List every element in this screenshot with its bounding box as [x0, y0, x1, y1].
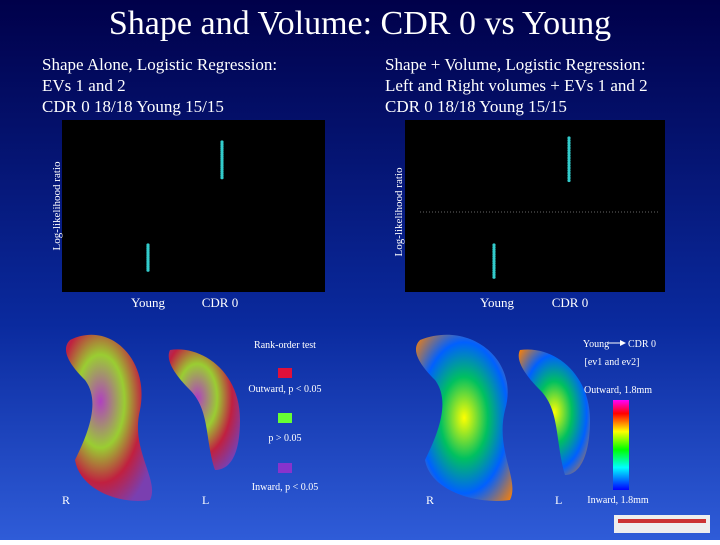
- subtitle-line: Left and Right volumes + EVs 1 and 2: [385, 76, 648, 95]
- scatter-dots: [146, 136, 571, 279]
- brain-image: [415, 334, 513, 501]
- legend-swatch: [278, 413, 292, 423]
- scatter-dot: [492, 250, 496, 254]
- brain-image: [168, 349, 240, 470]
- scatter-dot: [567, 158, 571, 163]
- category-label: CDR 0: [552, 295, 588, 310]
- scatter-dot: [567, 168, 571, 173]
- side-label: L: [555, 493, 562, 507]
- y-label: Log-likelihood ratio: [393, 167, 405, 256]
- subtitle-line: Shape + Volume, Logistic Regression:: [385, 55, 646, 74]
- right-subtitle: Shape + Volume, Logistic Regression: Lef…: [385, 55, 648, 116]
- category-label: CDR 0: [202, 295, 238, 310]
- left-plot: [62, 120, 325, 292]
- side-label: R: [62, 493, 70, 507]
- legend-label: Outward, p < 0.05: [248, 384, 321, 395]
- legend-label: Inward, p < 0.05: [252, 482, 318, 493]
- side-label: L: [202, 493, 209, 507]
- logo: [614, 515, 710, 533]
- brain-image: [518, 349, 590, 475]
- subtitle-line: CDR 0 18/18 Young 15/15: [385, 97, 567, 116]
- scatter-dot: [492, 261, 496, 265]
- scatter-dot: [492, 259, 496, 263]
- scatter-dot: [567, 156, 571, 160]
- scatter-dot: [492, 266, 496, 270]
- subtitle-line: EVs 1 and 2: [42, 76, 126, 95]
- scatter-dot: [567, 153, 571, 158]
- scatter-dot: [567, 136, 571, 140]
- scatter-dot: [567, 151, 571, 155]
- scale-bottom: Inward, 1.8mm: [587, 495, 649, 506]
- brain-image: [65, 334, 153, 501]
- scatter-dot: [492, 252, 496, 256]
- panel-heading: Rank-order test: [254, 340, 316, 351]
- scatter-dot: [492, 243, 496, 247]
- scatter-dot: [492, 271, 496, 275]
- subtitle-line: Shape Alone, Logistic Regression:: [42, 55, 277, 74]
- diff-legend: Young CDR 0 [ev1 and ev2] Outward, 1.8mm…: [583, 339, 656, 506]
- scatter-dot: [567, 141, 571, 145]
- left-subtitle: Shape Alone, Logistic Regression: EVs 1 …: [42, 55, 277, 116]
- category-label: Young: [480, 295, 515, 310]
- scatter-dot: [492, 275, 496, 279]
- from-label: Young: [583, 339, 609, 350]
- category-label: Young: [131, 295, 166, 310]
- scatter-dot: [492, 245, 496, 249]
- rank-legend: Rank-order test Outward, p < 0.05 p > 0.…: [248, 340, 321, 493]
- scatter-dot: [567, 163, 571, 168]
- scatter-dot: [492, 254, 496, 259]
- scatter-dot: [567, 173, 571, 178]
- scale-top: Outward, 1.8mm: [584, 385, 652, 396]
- legend-swatch: [278, 463, 292, 473]
- legend-swatch: [278, 368, 292, 378]
- panel-subheading: [ev1 and ev2]: [585, 357, 640, 368]
- scatter-dot: [492, 248, 496, 252]
- scatter-dot: [567, 146, 571, 150]
- y-label: Log-likelihood ratio: [51, 161, 63, 250]
- right-plot: [405, 120, 665, 292]
- scatter-dot: [567, 176, 571, 180]
- scatter-dot: [567, 171, 571, 175]
- scatter-dot: [567, 166, 571, 170]
- scatter-dot: [146, 268, 150, 272]
- color-bar: [613, 400, 629, 490]
- scatter-dot: [220, 176, 224, 180]
- arrow-head: [620, 340, 626, 346]
- scatter-dot: [492, 273, 496, 277]
- scatter-dot: [567, 143, 571, 148]
- scatter-dot: [567, 178, 571, 183]
- logo-stripe: [618, 519, 706, 523]
- subtitle-line: CDR 0 18/18 Young 15/15: [42, 97, 224, 116]
- title: Shape and Volume: CDR 0 vs Young: [109, 5, 611, 42]
- scatter-dot: [567, 161, 571, 165]
- scatter-dot: [567, 138, 571, 143]
- scatter-dot: [492, 257, 496, 261]
- scatter-dot: [492, 264, 496, 268]
- scatter-dot: [567, 148, 571, 153]
- to-label: CDR 0: [628, 339, 656, 350]
- legend-label: p > 0.05: [268, 433, 301, 444]
- scatter-dot: [492, 268, 496, 272]
- side-label: R: [426, 493, 434, 507]
